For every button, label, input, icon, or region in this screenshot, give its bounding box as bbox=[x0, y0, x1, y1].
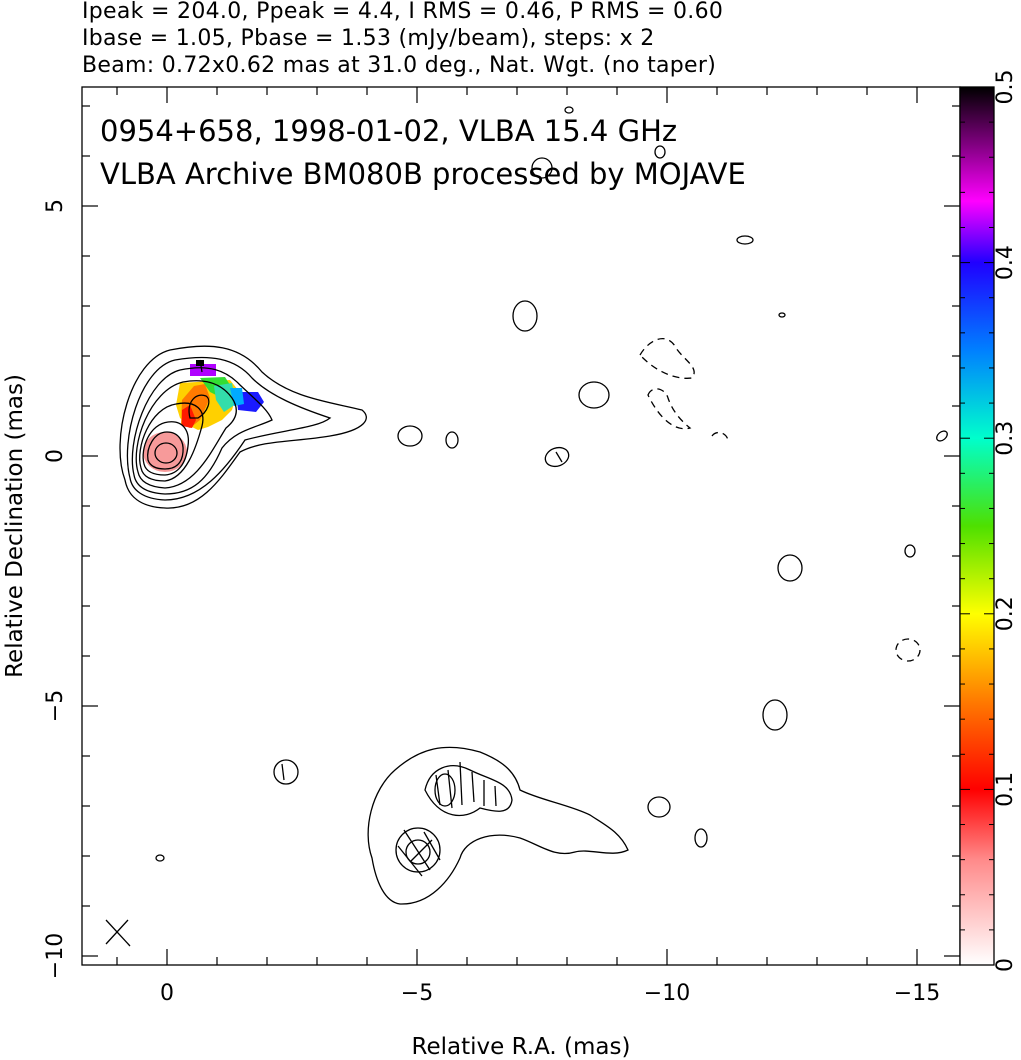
contour-level-2 bbox=[126, 356, 332, 501]
colorbar-ticks: 0 0.1 0.2 0.3 0.4 0.5 bbox=[960, 70, 1018, 972]
contour-level-5 bbox=[139, 402, 204, 482]
core-polarization-patch bbox=[143, 432, 187, 472]
lower-contour-level-3 bbox=[434, 773, 456, 807]
colorbar bbox=[959, 86, 995, 966]
header-line-2: Ibase = 1.05, Pbase = 1.53 (mJy/beam), s… bbox=[82, 26, 655, 51]
polarization-vectors bbox=[199, 359, 497, 877]
lower-feature-contours bbox=[367, 746, 629, 905]
core-contours bbox=[119, 345, 367, 509]
lower-contour-level-2 bbox=[424, 765, 513, 816]
y-tick-label: −5 bbox=[43, 690, 68, 722]
contour-level-4 bbox=[135, 380, 237, 489]
plot-frame bbox=[81, 86, 961, 966]
jet-knot-contour bbox=[188, 394, 210, 419]
negative-contours bbox=[639, 338, 921, 662]
header-line-1: Ipeak = 204.0, Ppeak = 4.4, I RMS = 0.46… bbox=[82, 0, 724, 24]
lower-contour-level-4 bbox=[395, 827, 441, 873]
plot-annotation-line-1: 0954+658, 1998-01-02, VLBA 15.4 GHz bbox=[100, 114, 677, 148]
colorbar-tick-label: 0.2 bbox=[993, 596, 1018, 631]
header-line-3: Beam: 0.72x0.62 mas at 31.0 deg., Nat. W… bbox=[82, 53, 717, 78]
contour-level-6 bbox=[142, 421, 190, 476]
y-tick-label: 5 bbox=[43, 199, 68, 213]
contour-level-7 bbox=[147, 431, 184, 470]
contour-level-8 bbox=[154, 442, 178, 464]
colorbar-tick-label: 0.3 bbox=[993, 421, 1018, 456]
colorbar-tick-label: 0.5 bbox=[993, 70, 1018, 105]
y-tick-label: 0 bbox=[43, 449, 68, 463]
x-tick-label: −15 bbox=[894, 981, 940, 1006]
jet-polarization-magenta bbox=[190, 364, 216, 376]
colorbar-tick-label: 0 bbox=[993, 958, 1018, 972]
colorbar-tick-label: 0.4 bbox=[993, 245, 1018, 280]
contour-level-3 bbox=[131, 367, 273, 495]
plot-annotation-line-2: VLBA Archive BM080B processed by MOJAVE bbox=[100, 157, 746, 191]
polarization-fraction-pixels bbox=[143, 360, 264, 472]
x-tick-label: −10 bbox=[644, 981, 690, 1006]
x-axis-title: Relative R.A. (mas) bbox=[412, 1034, 631, 1060]
image-content bbox=[105, 106, 948, 947]
y-axis-title: Relative Declination (mas) bbox=[2, 374, 28, 678]
isolated-contours bbox=[155, 106, 948, 862]
colorbar-tick-label: 0.1 bbox=[993, 772, 1018, 807]
x-tick-label: −5 bbox=[401, 981, 433, 1006]
x-axis: 0 −5 −10 −15 bbox=[116, 87, 940, 1006]
lower-contour-level-5 bbox=[405, 839, 431, 865]
y-tick-label: −10 bbox=[43, 933, 68, 979]
contour-level-1 bbox=[119, 345, 367, 509]
y-axis: 5 0 −5 −10 bbox=[43, 105, 960, 979]
beam-marker bbox=[105, 919, 131, 947]
lower-contour-level-1 bbox=[367, 746, 629, 905]
x-tick-label: 0 bbox=[160, 981, 174, 1006]
